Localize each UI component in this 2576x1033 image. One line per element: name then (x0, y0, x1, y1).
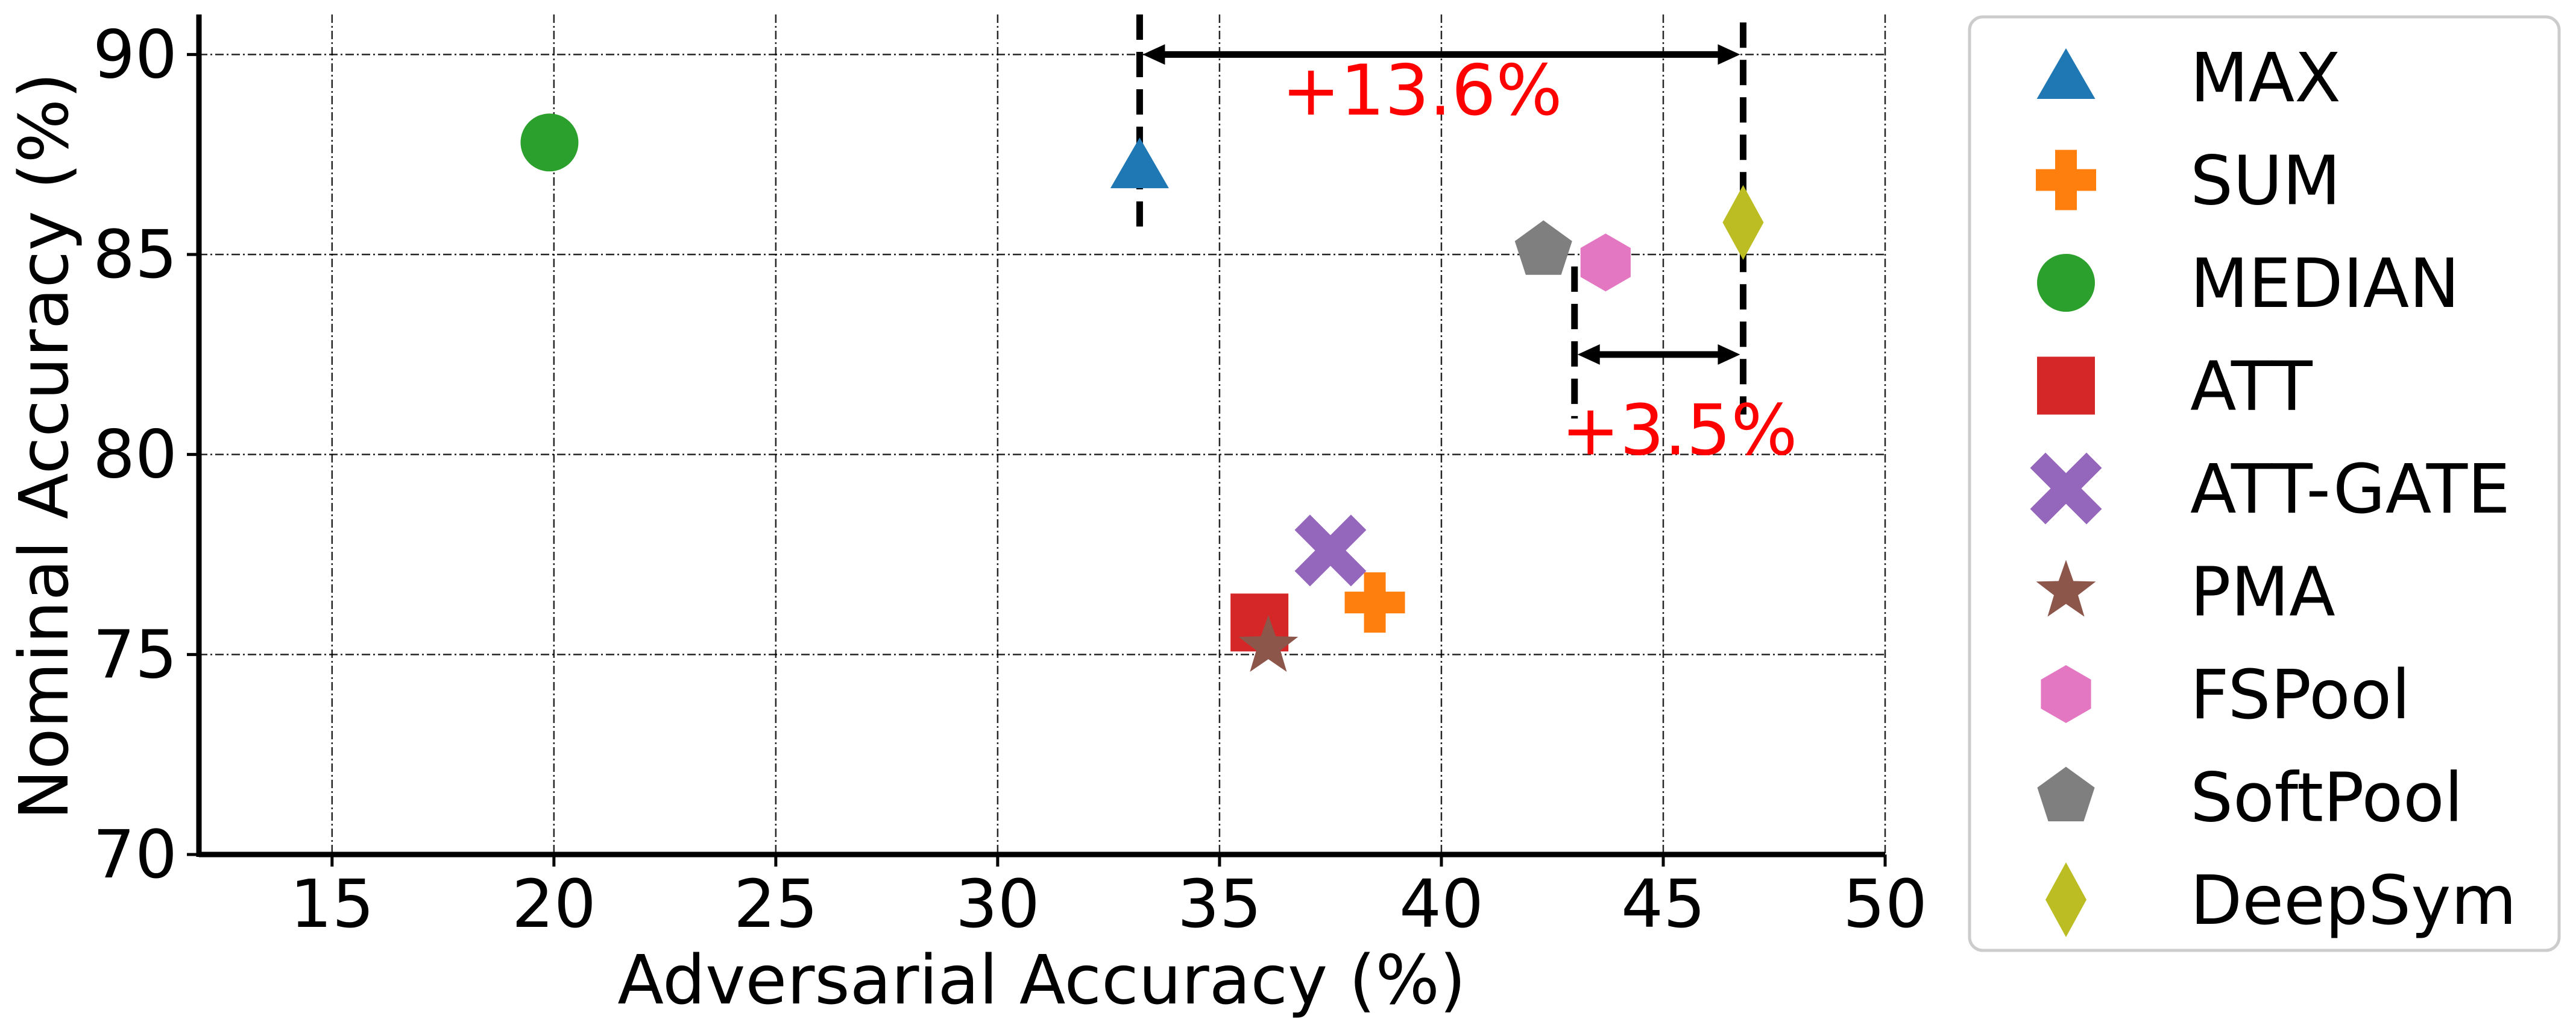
legend-marker-fspool (2041, 665, 2091, 723)
y-axis-title: Nominal Accuracy (%) (5, 72, 84, 820)
legend-marker-median (2037, 254, 2095, 312)
legend-label: MEDIAN (2190, 245, 2460, 323)
legend-item: FSPool (2041, 656, 2410, 734)
y-tick-label: 70 (93, 816, 177, 893)
annotations: +13.6% +3.5% (1282, 50, 1798, 472)
legend-label: ATT-GATE (2190, 450, 2510, 529)
x-tick-label: 40 (1399, 865, 1484, 943)
y-tick-label: 75 (93, 616, 177, 693)
legend-label: SUM (2190, 142, 2341, 221)
legend-marker-att (2037, 356, 2095, 415)
annotation-label: +3.5% (1561, 390, 1798, 472)
legend-label: SoftPool (2190, 759, 2463, 838)
legend-item: SUM (2036, 142, 2341, 221)
legend: MAX SUM MEDIAN ATT ATT-GATE PMA FSPool SoftPool… (1968, 15, 2561, 952)
data-point-softpool (1514, 220, 1572, 275)
x-tick-label: 35 (1177, 865, 1262, 943)
legend-marker-max (2036, 48, 2096, 99)
legend-label: ATT (2190, 348, 2313, 426)
data-point-att-gate (1294, 514, 1367, 587)
data-points (520, 113, 1764, 672)
data-point-deepsym (1722, 185, 1764, 260)
legend-marker-sum (2036, 150, 2096, 210)
legend-item: MAX (2036, 39, 2341, 118)
data-point-pma (1238, 615, 1299, 672)
x-tick-label: 30 (956, 865, 1040, 943)
tick-labels: 15 20 25 30 35 40 45 50 70 75 80 85 90 (93, 16, 1927, 943)
double-arrow (1577, 344, 1740, 365)
y-tick-label: 85 (93, 216, 177, 293)
y-tick-label: 80 (93, 416, 177, 493)
legend-label: PMA (2190, 554, 2335, 632)
legend-item: PMA (2036, 554, 2335, 632)
data-point-sum (1344, 572, 1405, 633)
legend-marker-pma (2036, 560, 2096, 617)
arrow-head-left (1142, 44, 1165, 65)
x-axis-title: Adversarial Accuracy (%) (617, 941, 1466, 1020)
arrow-head-right (1718, 44, 1740, 65)
data-point-median (520, 113, 579, 172)
x-tick-label: 25 (734, 865, 818, 943)
x-tick-label: 15 (290, 865, 374, 943)
axes (196, 14, 1885, 858)
legend-marker-softpool (2037, 766, 2095, 821)
legend-marker-att-gate-stroke (2030, 452, 2102, 525)
x-tick-label: 50 (1843, 865, 1927, 943)
x-tick-label: 45 (1621, 865, 1705, 943)
y-tick-label: 90 (93, 16, 177, 93)
legend-label: FSPool (2190, 656, 2410, 734)
legend-item: SoftPool (2037, 759, 2463, 838)
legend-frame (1968, 15, 2561, 952)
legend-item: ATT-GATE (2030, 450, 2510, 529)
data-point-fspool (1580, 233, 1631, 292)
legend-marker-deepsym (2045, 862, 2086, 937)
legend-item: DeepSym (2045, 862, 2517, 940)
legend-item: MEDIAN (2037, 245, 2460, 323)
legend-label: DeepSym (2190, 862, 2517, 940)
legend-item: ATT (2037, 348, 2313, 426)
x-tick-label: 20 (512, 865, 596, 943)
data-point-att-gate-stroke (1294, 514, 1367, 587)
arrow-head-left (1577, 344, 1600, 365)
annotation-arrows (1142, 44, 1740, 365)
data-point-max (1110, 137, 1169, 189)
annotation-label: +13.6% (1282, 50, 1563, 131)
arrow-head-right (1718, 344, 1740, 365)
legend-marker-att-gate (2030, 452, 2102, 525)
double-arrow (1142, 44, 1740, 65)
legend-label: MAX (2190, 39, 2341, 118)
